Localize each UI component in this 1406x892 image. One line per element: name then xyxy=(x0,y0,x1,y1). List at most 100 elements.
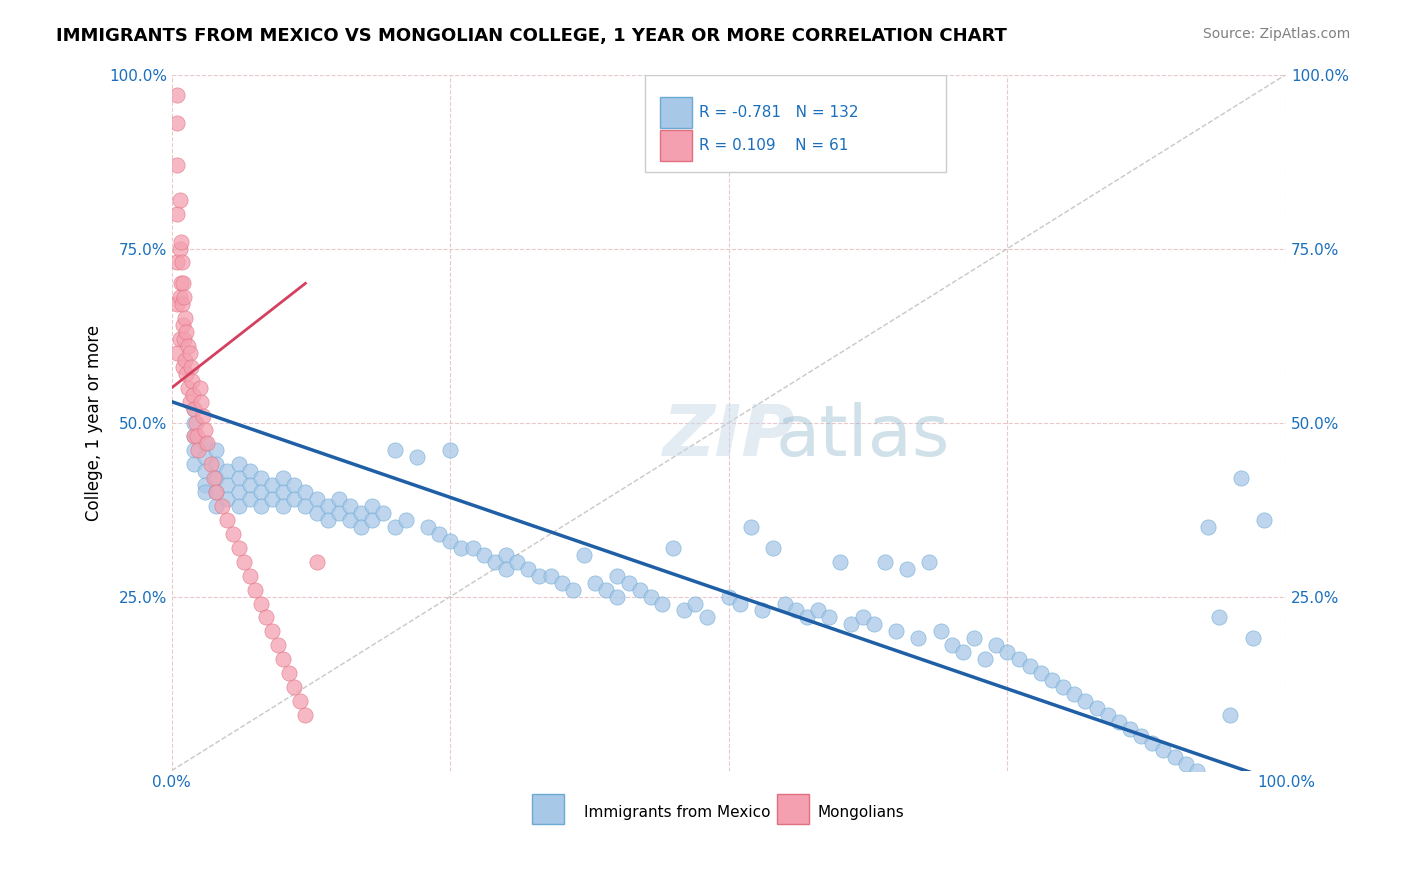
Point xyxy=(166,116,188,130)
Point xyxy=(179,346,201,360)
FancyBboxPatch shape xyxy=(645,75,946,172)
Point xyxy=(974,652,997,666)
Point xyxy=(245,582,267,597)
Point xyxy=(294,499,316,513)
Point xyxy=(166,297,188,311)
Point xyxy=(271,652,294,666)
Point xyxy=(211,499,233,513)
Point xyxy=(561,582,583,597)
Point xyxy=(194,423,217,437)
Point xyxy=(177,381,200,395)
Text: R = -0.781   N = 132: R = -0.781 N = 132 xyxy=(699,105,858,120)
Point xyxy=(183,401,205,416)
Point xyxy=(195,436,218,450)
Text: IMMIGRANTS FROM MEXICO VS MONGOLIAN COLLEGE, 1 YEAR OR MORE CORRELATION CHART: IMMIGRANTS FROM MEXICO VS MONGOLIAN COLL… xyxy=(56,27,1007,45)
Point xyxy=(640,590,662,604)
Point xyxy=(283,680,305,694)
Point xyxy=(484,555,506,569)
Point xyxy=(217,492,239,507)
Point xyxy=(685,597,707,611)
Point xyxy=(271,485,294,500)
Point xyxy=(1253,513,1275,527)
Point xyxy=(186,429,208,443)
Point xyxy=(1007,652,1029,666)
Point xyxy=(785,603,807,617)
Point xyxy=(194,485,217,500)
Point xyxy=(929,624,952,639)
Point xyxy=(316,499,339,513)
Point xyxy=(495,548,517,562)
Point xyxy=(416,520,439,534)
Point xyxy=(740,520,762,534)
Point xyxy=(907,632,929,646)
Point xyxy=(841,617,863,632)
Point xyxy=(617,575,640,590)
Point xyxy=(1029,666,1052,681)
Point xyxy=(239,478,262,492)
Point xyxy=(183,458,205,472)
Text: atlas: atlas xyxy=(775,402,949,471)
Point xyxy=(316,513,339,527)
Point xyxy=(179,394,201,409)
Point xyxy=(328,506,350,520)
Point xyxy=(350,506,373,520)
Point xyxy=(1040,673,1063,687)
Point xyxy=(194,436,217,450)
Point xyxy=(1063,687,1085,701)
Point xyxy=(1130,729,1153,743)
Point xyxy=(1018,659,1040,673)
Point xyxy=(260,624,283,639)
Point xyxy=(217,464,239,478)
Point xyxy=(439,443,461,458)
Point xyxy=(194,450,217,465)
Point xyxy=(986,638,1008,652)
Point xyxy=(205,471,228,485)
Point xyxy=(963,632,986,646)
Point xyxy=(187,443,209,458)
Point xyxy=(205,458,228,472)
Point xyxy=(517,562,540,576)
Point xyxy=(174,367,197,381)
Point xyxy=(717,590,740,604)
Point xyxy=(186,416,208,430)
Point xyxy=(918,555,941,569)
Point xyxy=(873,555,896,569)
Point xyxy=(1208,610,1230,624)
Point xyxy=(217,513,239,527)
Point xyxy=(166,88,188,103)
Point xyxy=(239,492,262,507)
Point xyxy=(373,506,395,520)
Point xyxy=(169,242,191,256)
Point xyxy=(773,597,796,611)
Point xyxy=(551,575,574,590)
Point xyxy=(183,429,205,443)
Point xyxy=(177,339,200,353)
Point xyxy=(305,506,328,520)
Point xyxy=(506,555,529,569)
Point xyxy=(222,527,245,541)
Point xyxy=(472,548,495,562)
FancyBboxPatch shape xyxy=(659,97,692,128)
Point xyxy=(728,597,751,611)
Point xyxy=(751,603,773,617)
Point xyxy=(439,533,461,548)
Point xyxy=(250,597,273,611)
Point xyxy=(1174,756,1197,771)
Point xyxy=(339,513,361,527)
Point xyxy=(1163,749,1185,764)
Point xyxy=(174,311,197,326)
Point xyxy=(662,541,685,555)
Point xyxy=(191,409,214,423)
Point xyxy=(228,458,250,472)
Point xyxy=(181,388,204,402)
Point xyxy=(1142,736,1164,750)
Point xyxy=(166,255,188,269)
Point xyxy=(180,359,202,374)
Point xyxy=(1230,471,1253,485)
Point xyxy=(200,458,222,472)
Point xyxy=(294,707,316,722)
Point xyxy=(941,638,963,652)
Point xyxy=(228,471,250,485)
Point xyxy=(651,597,673,611)
Point xyxy=(205,485,228,500)
